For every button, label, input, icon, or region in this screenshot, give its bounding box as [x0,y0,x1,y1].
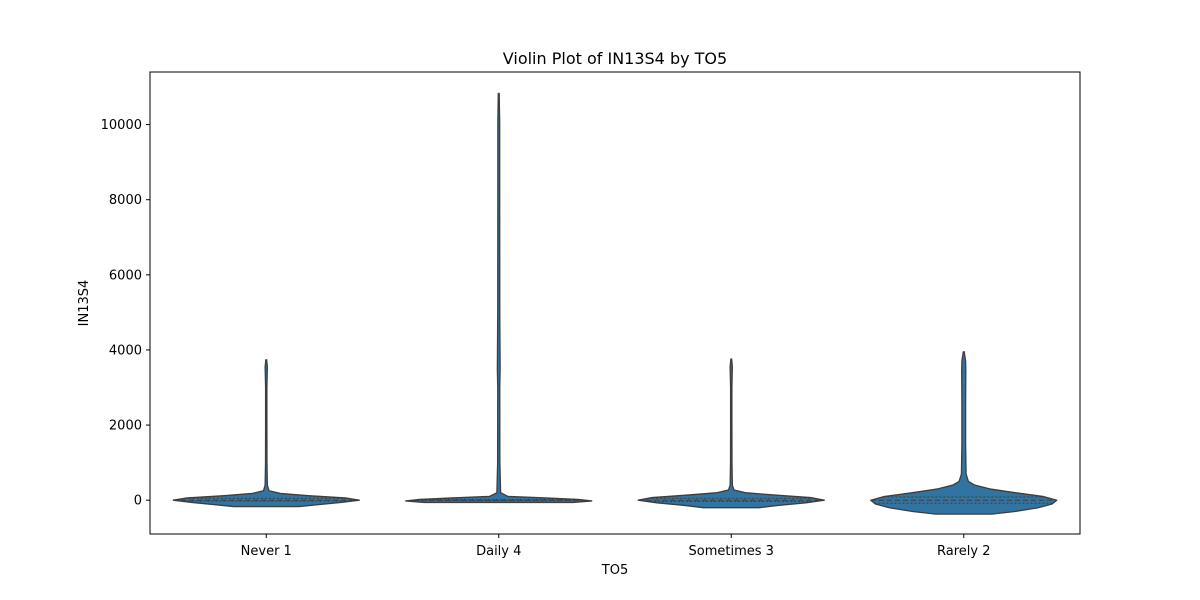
y-tick-label: 4000 [109,343,142,358]
y-tick-label: 0 [134,494,142,509]
x-tick-label: Daily 4 [476,544,521,559]
y-tick-label: 10000 [101,118,142,133]
y-tick-label: 8000 [109,193,142,208]
y-axis: 0 2000 4000 6000 8000 10000 [101,118,150,509]
plot-frame [149,71,1081,535]
violin-body [637,358,825,509]
violin-body [405,92,593,504]
x-tick-label: Sometimes 3 [689,544,774,559]
chart-title: Violin Plot of IN13S4 by TO5 [503,49,727,68]
y-tick-label: 6000 [109,268,142,283]
violin-body [870,351,1058,515]
x-axis: Never 1 Daily 4 Sometimes 3 Rarely 2 [241,534,990,559]
x-axis-label: TO5 [601,563,628,578]
violin-series [172,92,1058,515]
x-tick-label: Never 1 [241,544,292,559]
violin-body [172,359,360,508]
y-tick-label: 2000 [109,419,142,434]
x-tick-label: Rarely 2 [937,544,990,559]
y-axis-label: IN13S4 [77,280,92,327]
